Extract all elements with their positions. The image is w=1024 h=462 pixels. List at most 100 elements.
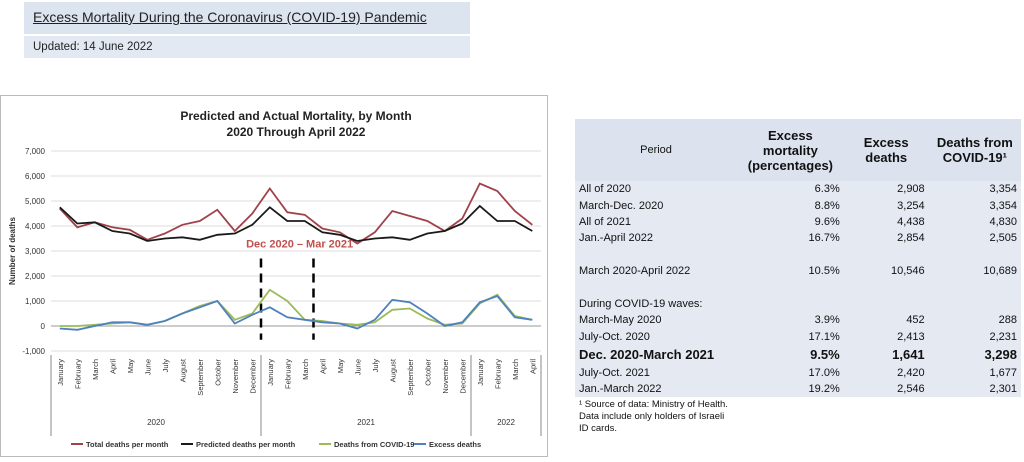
mortality-chart: Predicted and Actual Mortality, by Month… <box>0 95 548 457</box>
table-row: July-Oct. 2021 17.0% 2,420 1,677 <box>575 364 1021 381</box>
row-covid: 3,354 <box>928 197 1021 214</box>
header-covid-deaths: Deaths from COVID-19¹ <box>928 119 1021 181</box>
x-tick-label: September <box>196 358 205 395</box>
row-pct: 17.0% <box>737 364 844 381</box>
table-row: July-Oct. 2020 17.1% 2,413 2,231 <box>575 328 1021 345</box>
header-period: Period <box>575 119 738 181</box>
row-covid: 2,505 <box>928 230 1021 247</box>
row-pct: 9.5% <box>737 344 844 365</box>
chart-subtitle: 2020 Through April 2022 <box>227 125 366 139</box>
table-row-highlight: Dec. 2020-March 2021 9.5% 1,641 3,298 <box>575 344 1021 365</box>
table-row: All of 2020 6.3% 2,908 3,354 <box>575 181 1021 198</box>
x-tick-label: October <box>423 359 432 386</box>
row-period: March 2020-April 2022 <box>575 262 738 280</box>
x-tick-label: May <box>126 359 135 373</box>
excess-mortality-table: Period Excess mortality (percentages) Ex… <box>575 119 1021 439</box>
updated-date: Updated: 14 June 2022 <box>24 36 470 58</box>
row-period: March-Dec. 2020 <box>575 197 738 214</box>
table-row: Jan.-April 2022 16.7% 2,854 2,505 <box>575 230 1021 247</box>
y-tick-label: 3,000 <box>25 247 46 256</box>
table-row: Jan.-March 2022 19.2% 2,546 2,301 <box>575 380 1021 398</box>
row-pct: 16.7% <box>737 230 844 247</box>
y-tick-label: -1,000 <box>22 347 45 356</box>
row-pct: 3.9% <box>737 312 844 329</box>
y-tick-label: 1,000 <box>25 297 46 306</box>
chart-title: Predicted and Actual Mortality, by Month <box>180 109 411 123</box>
row-pct: 17.1% <box>737 328 844 345</box>
row-period: Dec. 2020-March 2021 <box>575 344 738 365</box>
x-tick-label: December <box>458 359 467 394</box>
table-footnote-row: ¹ Source of data: Ministry of Health. Da… <box>575 397 1021 439</box>
row-period: March-May 2020 <box>575 312 738 329</box>
page-title: Excess Mortality During the Coronavirus … <box>24 2 470 34</box>
x-tick-label: January <box>266 359 275 386</box>
table-row: March 2020-April 2022 10.5% 10,546 10,689 <box>575 262 1021 280</box>
total-deaths-line <box>59 182 533 245</box>
year-label: 2022 <box>497 418 515 427</box>
x-tick-label: January <box>476 359 485 386</box>
x-tick-label: May <box>336 359 345 373</box>
excess-deaths-line <box>59 294 533 331</box>
annotation-label: Dec 2020 – Mar 2021 <box>246 239 353 251</box>
y-tick-label: 4,000 <box>25 222 46 231</box>
row-covid: 1,677 <box>928 364 1021 381</box>
table-footnote: ¹ Source of data: Ministry of Health. Da… <box>575 397 738 439</box>
legend-label: Excess deaths <box>429 440 481 449</box>
row-covid: 2,301 <box>928 380 1021 398</box>
y-tick-label: 2,000 <box>25 272 46 281</box>
row-period: Jan.-April 2022 <box>575 230 738 247</box>
row-covid: 2,231 <box>928 328 1021 345</box>
x-tick-label: June <box>143 359 152 375</box>
x-tick-label: November <box>441 359 450 394</box>
row-pct: 9.6% <box>737 213 844 231</box>
row-excess: 452 <box>843 312 929 329</box>
table-row: All of 2021 9.6% 4,438 4,830 <box>575 213 1021 231</box>
x-tick-label: August <box>388 358 397 382</box>
x-tick-label: February <box>283 359 292 389</box>
row-pct: 6.3% <box>737 181 844 198</box>
x-tick-label: April <box>318 359 327 374</box>
x-tick-label: December <box>248 359 257 394</box>
table-row: During COVID-19 waves: <box>575 295 1021 313</box>
table-spacer <box>575 246 1021 263</box>
row-excess: 2,420 <box>843 364 929 381</box>
row-period: All of 2021 <box>575 213 738 231</box>
row-covid: 3,354 <box>928 181 1021 198</box>
row-excess: 4,438 <box>843 213 929 231</box>
y-tick-label: 7,000 <box>25 147 46 156</box>
x-tick-label: July <box>161 359 170 373</box>
x-tick-label: February <box>73 359 82 389</box>
row-period: All of 2020 <box>575 181 738 198</box>
row-excess: 2,546 <box>843 380 929 398</box>
x-tick-label: March <box>91 359 100 380</box>
row-period: During COVID-19 waves: <box>575 295 738 313</box>
row-covid: 4,830 <box>928 213 1021 231</box>
row-period: July-Oct. 2021 <box>575 364 738 381</box>
predicted-deaths-line <box>59 204 533 242</box>
x-tick-label: January <box>56 359 65 386</box>
legend-label: Total deaths per month <box>86 440 169 449</box>
year-label: 2020 <box>147 418 165 427</box>
x-tick-label: November <box>231 359 240 394</box>
year-label: 2021 <box>357 418 375 427</box>
row-excess: 2,908 <box>843 181 929 198</box>
x-tick-label: June <box>353 359 362 375</box>
table-row: March-Dec. 2020 8.8% 3,254 3,354 <box>575 197 1021 214</box>
row-covid: 288 <box>928 312 1021 329</box>
legend-label: Deaths from COVID-19 <box>334 440 414 449</box>
x-tick-label: February <box>493 359 502 389</box>
y-tick-label: 5,000 <box>25 197 46 206</box>
row-excess: 2,854 <box>843 230 929 247</box>
x-tick-label: March <box>511 359 520 380</box>
chart-svg: Predicted and Actual Mortality, by Month… <box>8 109 542 449</box>
table-row: March-May 2020 3.9% 452 288 <box>575 312 1021 329</box>
row-covid: 3,298 <box>928 344 1021 365</box>
row-excess: 2,413 <box>843 328 929 345</box>
row-excess: 3,254 <box>843 197 929 214</box>
row-period: July-Oct. 2020 <box>575 328 738 345</box>
covid-deaths-line <box>59 288 533 327</box>
y-tick-label: 6,000 <box>25 172 46 181</box>
row-period: Jan.-March 2022 <box>575 380 738 398</box>
x-tick-label: August <box>178 358 187 382</box>
x-tick-label: April <box>108 359 117 374</box>
